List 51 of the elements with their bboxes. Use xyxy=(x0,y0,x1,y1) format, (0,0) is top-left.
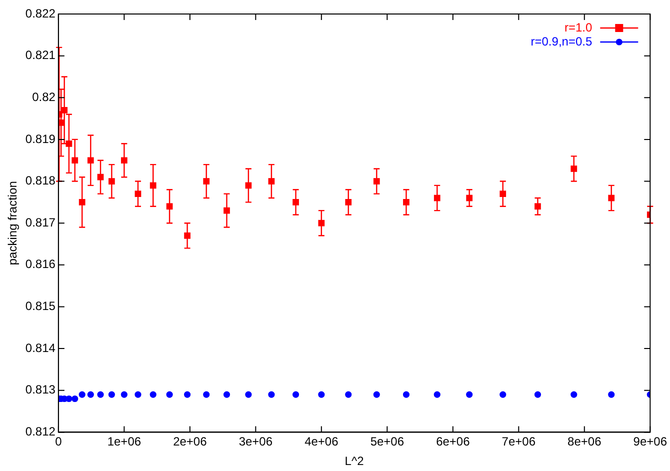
y-tick-label: 0.815 xyxy=(25,299,56,314)
point xyxy=(97,391,104,398)
x-tick-label: 5e+06 xyxy=(370,434,404,449)
point xyxy=(78,391,86,398)
point xyxy=(402,391,410,398)
point xyxy=(166,391,173,398)
y-tick-label: 0.817 xyxy=(25,215,56,230)
y-axis-title: packing fraction xyxy=(6,181,20,266)
point xyxy=(66,395,72,402)
point xyxy=(184,391,191,398)
y-tick-label: 0.821 xyxy=(25,48,56,62)
y-tick-label: 0.814 xyxy=(25,340,56,355)
x-tick-label: 8e+06 xyxy=(568,434,602,449)
point xyxy=(150,391,156,398)
y-tick-label: 0.818 xyxy=(25,174,56,188)
x-axis-title: L^2 xyxy=(344,454,364,468)
y-tick-label: 0.819 xyxy=(25,132,56,146)
point xyxy=(134,391,142,398)
y-tick-label: 0.812 xyxy=(25,424,56,439)
point xyxy=(318,391,325,398)
x-tick-label: 0 xyxy=(55,434,62,449)
point xyxy=(108,391,115,398)
point xyxy=(500,391,506,398)
y-tick-label: 0.816 xyxy=(25,257,56,272)
x-tick-label: 7e+06 xyxy=(502,434,536,449)
point xyxy=(245,391,252,398)
y-tick-label: 0.82 xyxy=(32,90,56,104)
point xyxy=(345,391,352,398)
point xyxy=(570,391,578,398)
point xyxy=(268,391,275,398)
x-tick-label: 4e+06 xyxy=(304,434,339,449)
point xyxy=(292,391,300,398)
point xyxy=(373,391,380,398)
x-tick-label: 3e+06 xyxy=(238,434,273,449)
point xyxy=(223,391,230,398)
point xyxy=(466,391,473,398)
point xyxy=(534,391,542,398)
point xyxy=(120,391,128,398)
x-tick-label: 6e+06 xyxy=(436,434,470,449)
legend-label: r=0.9,n=0.5 xyxy=(530,34,592,48)
point xyxy=(608,391,615,398)
x-tick-label: 1e+06 xyxy=(107,434,142,449)
point xyxy=(87,391,94,398)
point xyxy=(434,391,440,398)
point xyxy=(72,395,78,402)
y-tick-label: 0.822 xyxy=(25,6,56,20)
point xyxy=(203,391,210,398)
x-tick-label: 9e+06 xyxy=(633,434,668,449)
legend-label: r=1.0 xyxy=(564,20,592,34)
y-tick-label: 0.813 xyxy=(25,382,56,397)
x-tick-label: 2e+06 xyxy=(173,434,208,449)
